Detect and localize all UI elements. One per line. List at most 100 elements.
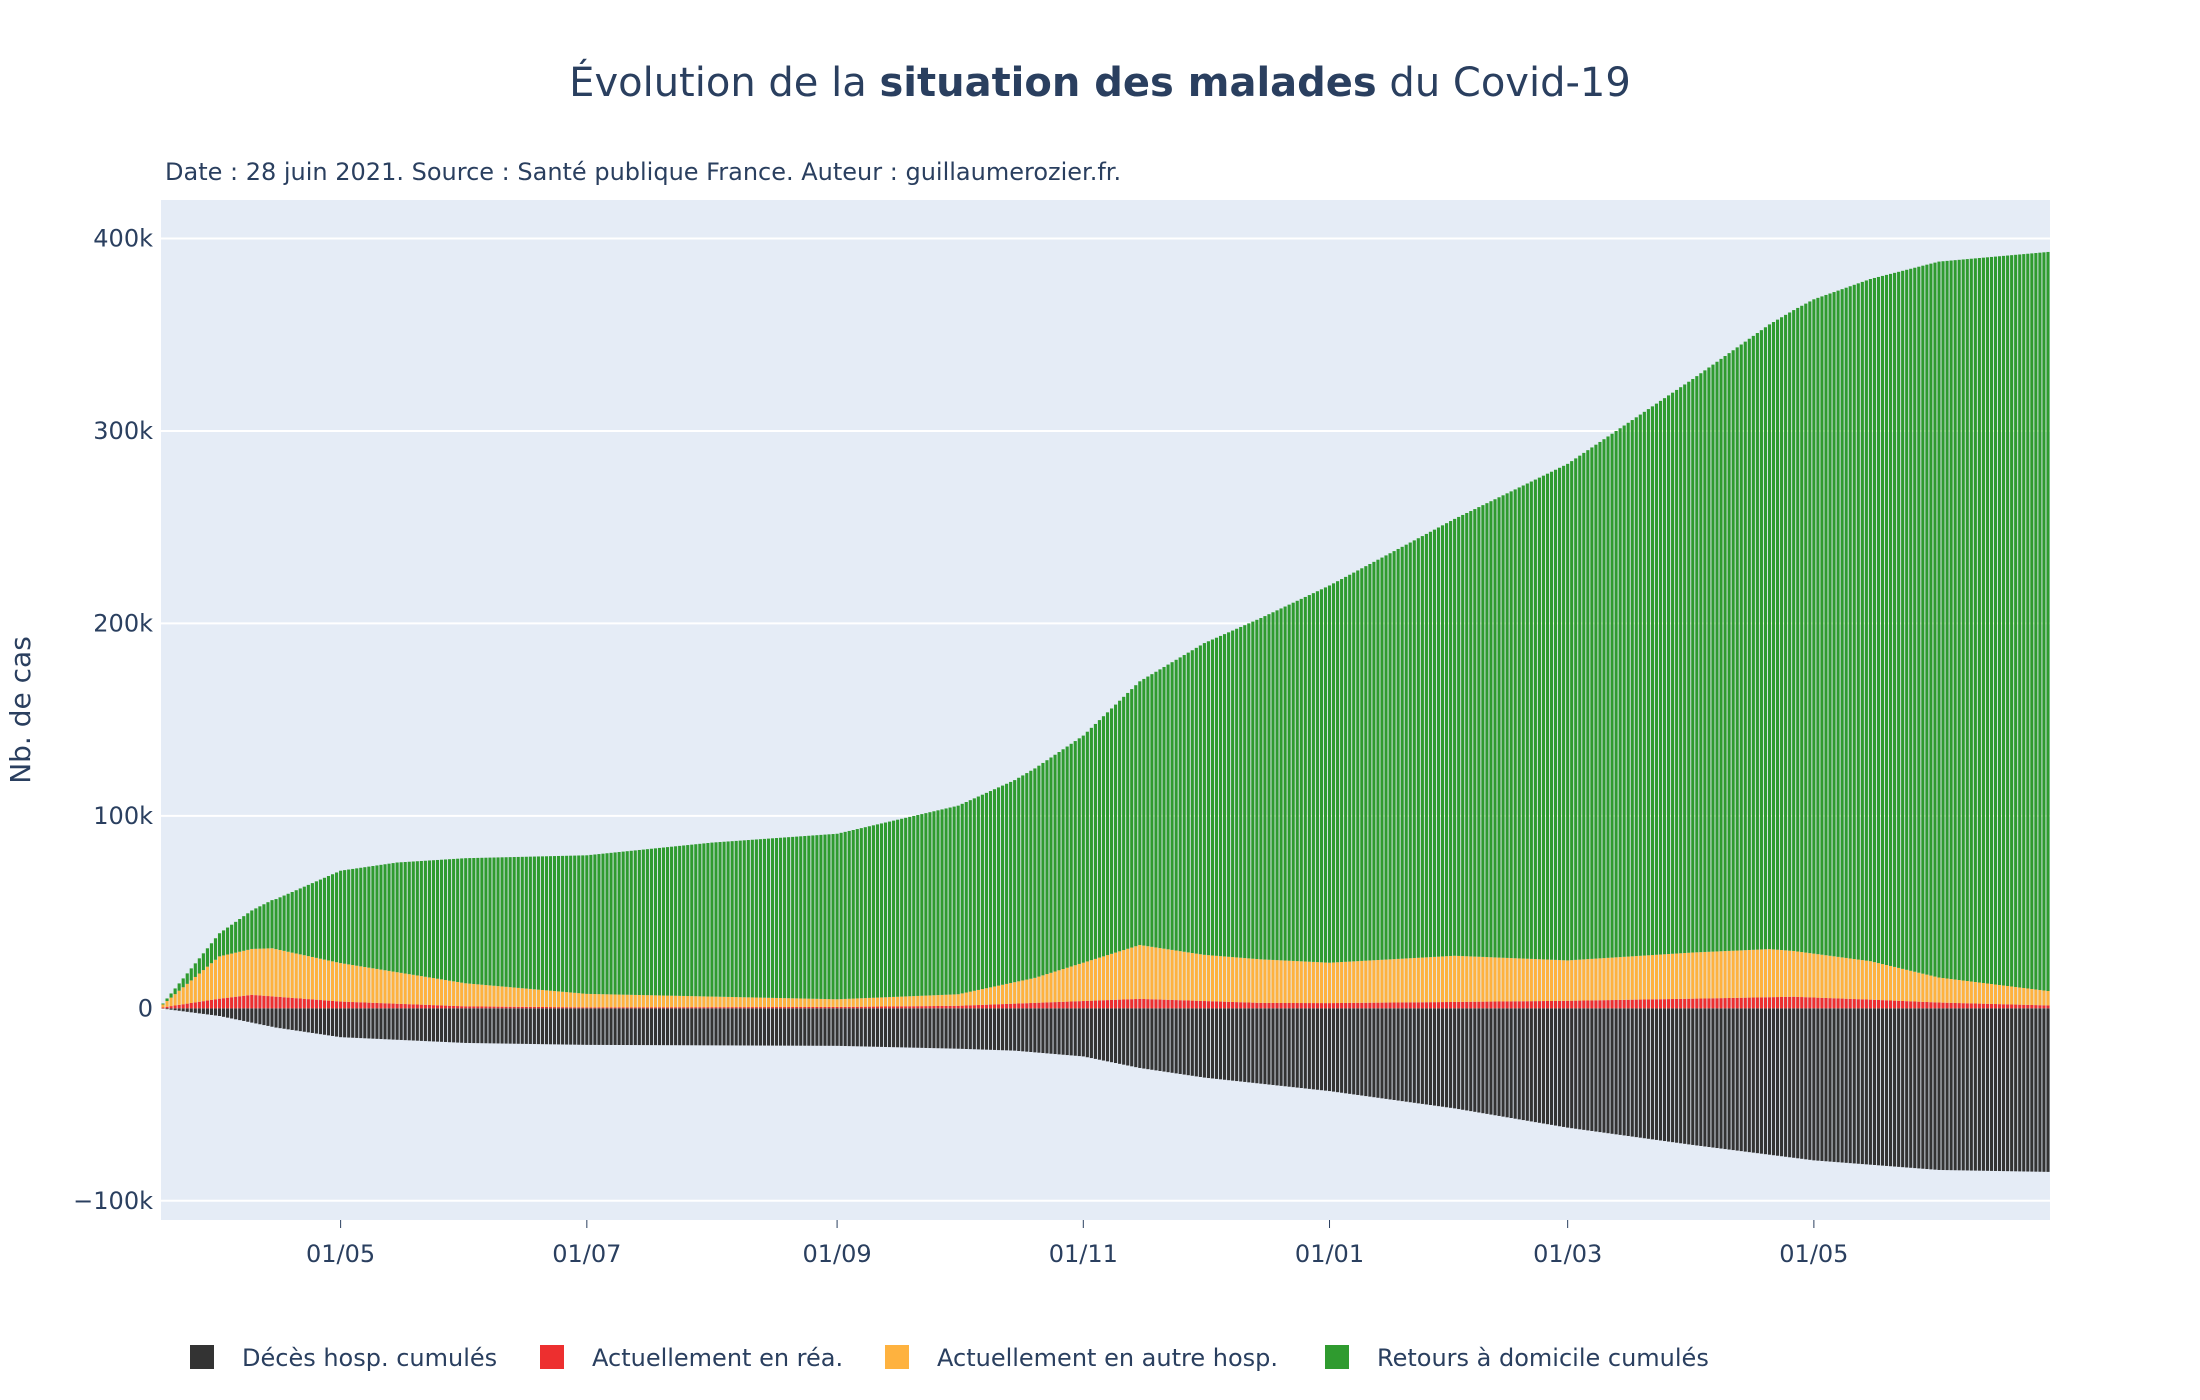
autre-hosp-bar	[645, 995, 649, 1008]
retours-domicile-bar	[1973, 258, 1977, 982]
autre-hosp-bar	[803, 998, 807, 1007]
deces-hosp-bar	[1812, 1008, 1816, 1161]
retours-domicile-bar	[318, 879, 323, 959]
retours-domicile-bar	[1763, 327, 1768, 950]
retours-domicile-bar	[803, 836, 807, 999]
autre-hosp-bar	[1210, 955, 1215, 1002]
retours-domicile-bar	[1283, 606, 1287, 961]
x-tick-label: 01/05	[1779, 1240, 1848, 1268]
deces-hosp-bar	[1388, 1008, 1392, 1100]
deces-hosp-bar	[1889, 1008, 1893, 1167]
rea-bar	[686, 1007, 690, 1009]
rea-bar	[581, 1007, 585, 1009]
retours-domicile-bar	[1089, 727, 1093, 961]
autre-hosp-bar	[581, 993, 585, 1008]
deces-hosp-bar	[1796, 1008, 1800, 1159]
deces-hosp-bar	[1941, 1008, 1945, 1171]
retours-domicile-bar	[1949, 260, 1953, 980]
autre-hosp-bar	[908, 996, 912, 1007]
legend-label: Décès hosp. cumulés	[242, 1344, 497, 1372]
retours-domicile-bar	[1440, 525, 1445, 957]
deces-hosp-bar	[1537, 1008, 1541, 1123]
rea-bar	[1489, 1001, 1493, 1009]
retours-domicile-bar	[1146, 676, 1150, 947]
retours-domicile-bar	[904, 817, 908, 997]
autre-hosp-bar	[1570, 960, 1574, 1001]
retours-domicile-bar	[1263, 616, 1267, 960]
autre-hosp-bar	[1820, 954, 1824, 998]
deces-hosp-bar	[165, 1008, 169, 1010]
deces-hosp-bar	[1610, 1008, 1614, 1134]
retours-domicile-bar	[1392, 551, 1396, 960]
autre-hosp-bar	[1408, 958, 1412, 1003]
retours-domicile-bar	[1489, 501, 1493, 958]
autre-hosp-bar	[443, 980, 448, 1006]
retours-domicile-bar	[1545, 473, 1550, 960]
deces-hosp-bar	[1029, 1008, 1033, 1052]
autre-hosp-bar	[1352, 961, 1356, 1003]
autre-hosp-bar	[754, 997, 758, 1008]
deces-hosp-bar	[617, 1008, 621, 1045]
rea-bar	[1380, 1002, 1384, 1009]
deces-hosp-bar	[1162, 1008, 1166, 1072]
autre-hosp-bar	[548, 990, 553, 1008]
autre-hosp-bar	[795, 998, 799, 1008]
rea-bar	[274, 996, 278, 1009]
retours-domicile-bar	[1331, 583, 1336, 963]
deces-hosp-bar	[2010, 1008, 2014, 1172]
deces-hosp-bar	[702, 1008, 706, 1046]
retours-domicile-bar	[1719, 358, 1723, 952]
rea-bar	[270, 996, 274, 1009]
deces-hosp-bar	[779, 1008, 783, 1046]
deces-hosp-bar	[1985, 1008, 1990, 1171]
deces-hosp-bar	[690, 1008, 694, 1046]
deces-hosp-bar	[1227, 1008, 1231, 1081]
deces-hosp-bar	[548, 1008, 553, 1045]
deces-hosp-bar	[976, 1008, 980, 1050]
rea-bar	[1453, 1001, 1457, 1009]
rea-bar	[1537, 1001, 1541, 1009]
retours-domicile-bar	[1590, 447, 1594, 959]
deces-hosp-bar	[1521, 1008, 1525, 1121]
retours-domicile-bar	[1630, 420, 1634, 957]
rea-bar	[1731, 997, 1735, 1009]
retours-domicile-bar	[863, 827, 867, 999]
deces-hosp-bar	[1416, 1008, 1420, 1104]
rea-bar	[1093, 1000, 1097, 1009]
retours-domicile-bar	[577, 855, 581, 994]
rea-bar	[851, 1006, 855, 1009]
deces-hosp-bar	[367, 1008, 371, 1039]
legend-swatch	[885, 1345, 909, 1369]
retours-domicile-bar	[1461, 514, 1465, 957]
deces-hosp-bar	[1231, 1008, 1235, 1081]
retours-domicile-bar	[984, 792, 988, 989]
retours-domicile-bar	[944, 808, 948, 995]
autre-hosp-bar	[1562, 960, 1566, 1001]
retours-domicile-bar	[1190, 650, 1194, 953]
autre-hosp-bar	[435, 978, 440, 1006]
autre-hosp-bar	[1457, 955, 1461, 1002]
retours-domicile-bar	[1646, 409, 1650, 956]
deces-hosp-bar	[1445, 1008, 1449, 1108]
retours-domicile-bar	[674, 846, 678, 996]
rea-bar	[1634, 999, 1638, 1009]
retours-domicile-bar	[682, 845, 686, 996]
rea-bar	[1541, 1001, 1546, 1009]
retours-domicile-bar	[1622, 425, 1626, 957]
deces-hosp-bar	[605, 1008, 609, 1045]
deces-hosp-bar	[1929, 1008, 1933, 1170]
retours-domicile-bar	[1255, 619, 1259, 960]
deces-hosp-bar	[552, 1008, 557, 1045]
rea-bar	[1695, 998, 1699, 1009]
autre-hosp-bar	[2046, 990, 2050, 1006]
autre-hosp-bar	[2010, 986, 2014, 1005]
retours-domicile-bar	[827, 834, 831, 1000]
retours-domicile-bar	[702, 843, 706, 997]
autre-hosp-bar	[1291, 960, 1295, 1003]
autre-hosp-bar	[407, 974, 411, 1005]
retours-domicile-bar	[1562, 465, 1566, 961]
rea-bar	[1650, 999, 1654, 1009]
retours-domicile-bar	[892, 820, 896, 997]
deces-hosp-bar	[783, 1008, 787, 1046]
deces-hosp-bar	[1553, 1008, 1558, 1126]
